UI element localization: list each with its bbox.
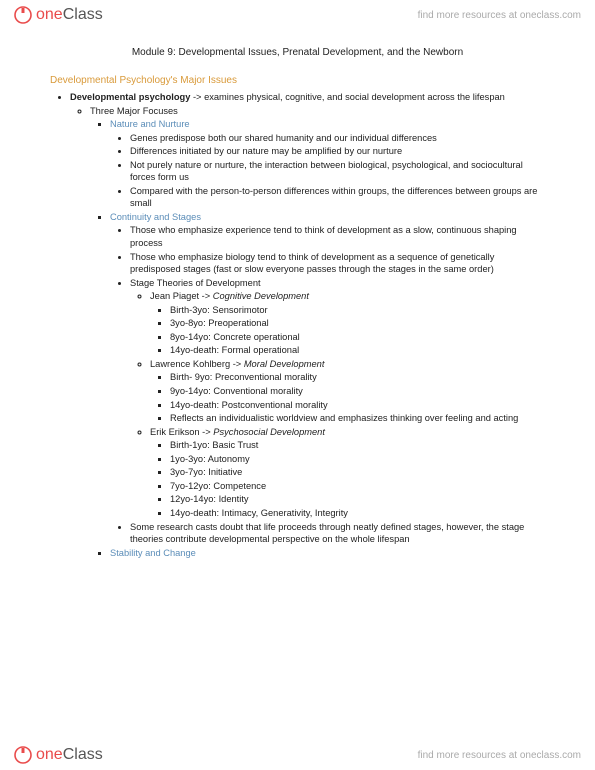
topic-heading: Stability and Change <box>110 548 196 558</box>
text: Stage Theories of Development <box>130 278 261 288</box>
list-item: 14yo-death: Intimacy, Generativity, Inte… <box>170 507 545 520</box>
list-item: 3yo-8yo: Preoperational <box>170 317 545 330</box>
list-item: 1yo-3yo: Autonomy <box>170 453 545 466</box>
page-footer: oneClass find more resources at oneclass… <box>0 740 595 770</box>
list-item: 14yo-death: Formal operational <box>170 344 545 357</box>
logo-text-class: Class <box>63 746 103 764</box>
list-item: Birth-3yo: Sensorimotor <box>170 304 545 317</box>
list-item: Some research casts doubt that life proc… <box>130 521 545 546</box>
theory: Psychosocial Development <box>213 427 325 437</box>
theory: Cognitive Development <box>213 291 309 301</box>
list-item: Three Major Focuses Nature and Nurture G… <box>90 105 545 560</box>
list-item: Stage Theories of Development Jean Piage… <box>130 277 545 520</box>
logo-icon <box>14 746 32 764</box>
brand-logo: oneClass <box>14 6 103 24</box>
topic-heading: Continuity and Stages <box>110 212 201 222</box>
list-item: Those who emphasize experience tend to t… <box>130 224 545 249</box>
logo-text-class: Class <box>63 6 103 24</box>
outline-root: Developmental psychology -> examines phy… <box>50 91 545 559</box>
list-item: Stability and Change <box>110 547 545 560</box>
list-item: Jean Piaget -> Cognitive Development Bir… <box>150 290 545 357</box>
theorist: Erik Erikson -> <box>150 427 213 437</box>
list-item: Lawrence Kohlberg -> Moral Development B… <box>150 358 545 425</box>
header-tagline: find more resources at oneclass.com <box>418 10 581 21</box>
list-item: Nature and Nurture Genes predispose both… <box>110 118 545 210</box>
list-item: 3yo-7yo: Initiative <box>170 466 545 479</box>
list-item: Birth- 9yo: Preconventional morality <box>170 371 545 384</box>
definition: -> examines physical, cognitive, and soc… <box>190 92 504 102</box>
theorist: Jean Piaget -> <box>150 291 213 301</box>
brand-logo: oneClass <box>14 746 103 764</box>
list-item: Developmental psychology -> examines phy… <box>70 91 545 559</box>
list-item: Birth-1yo: Basic Trust <box>170 439 545 452</box>
document-body: Module 9: Developmental Issues, Prenatal… <box>0 30 595 590</box>
term: Developmental psychology <box>70 92 190 102</box>
list-item: Continuity and Stages Those who emphasiz… <box>110 211 545 546</box>
list-item: Differences initiated by our nature may … <box>130 145 545 158</box>
page-header: oneClass find more resources at oneclass… <box>0 0 595 30</box>
footer-tagline: find more resources at oneclass.com <box>418 750 581 761</box>
list-item: 14yo-death: Postconventional morality <box>170 399 545 412</box>
list-item: 7yo-12yo: Competence <box>170 480 545 493</box>
module-title: Module 9: Developmental Issues, Prenatal… <box>50 46 545 60</box>
list-item: Not purely nature or nurture, the intera… <box>130 159 545 184</box>
list-item: Reflects an individualistic worldview an… <box>170 412 545 425</box>
topic-heading: Nature and Nurture <box>110 119 190 129</box>
list-item: 8yo-14yo: Concrete operational <box>170 331 545 344</box>
section-heading: Developmental Psychology's Major Issues <box>50 74 545 88</box>
list-item: Compared with the person-to-person diffe… <box>130 185 545 210</box>
list-item: 12yo-14yo: Identity <box>170 493 545 506</box>
logo-text-one: one <box>36 746 63 764</box>
list-item: Genes predispose both our shared humanit… <box>130 132 545 145</box>
logo-icon <box>14 6 32 24</box>
list-item: Those who emphasize biology tend to thin… <box>130 251 545 276</box>
theorist: Lawrence Kohlberg -> <box>150 359 244 369</box>
logo-text-one: one <box>36 6 63 24</box>
list-item: Erik Erikson -> Psychosocial Development… <box>150 426 545 520</box>
list-item: 9yo-14yo: Conventional morality <box>170 385 545 398</box>
text: Three Major Focuses <box>90 106 178 116</box>
theory: Moral Development <box>244 359 325 369</box>
